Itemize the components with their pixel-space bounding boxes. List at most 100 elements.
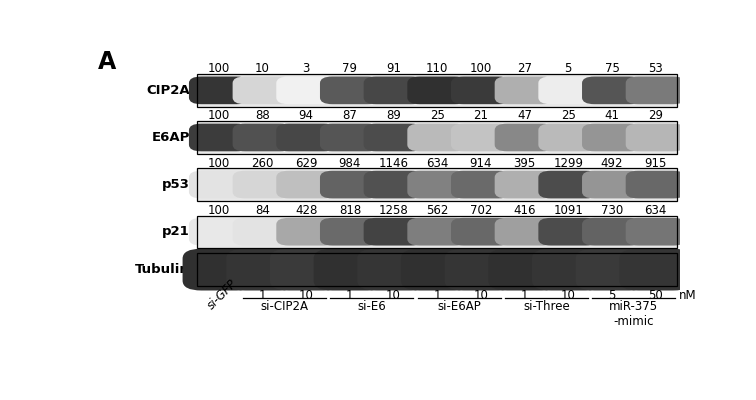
Text: 50: 50 [648,290,663,302]
Text: p53: p53 [162,178,190,191]
Text: 416: 416 [513,204,536,217]
Text: 10: 10 [255,62,270,75]
Text: 395: 395 [513,156,536,170]
FancyBboxPatch shape [401,249,473,290]
FancyBboxPatch shape [619,249,692,290]
Text: 41: 41 [605,110,619,122]
FancyBboxPatch shape [233,218,293,246]
FancyBboxPatch shape [494,76,555,104]
FancyBboxPatch shape [320,76,380,104]
FancyBboxPatch shape [233,76,293,104]
Text: 702: 702 [469,204,492,217]
FancyBboxPatch shape [451,218,511,246]
FancyBboxPatch shape [538,76,598,104]
Text: 91: 91 [386,62,401,75]
Text: 914: 914 [469,156,492,170]
Text: 1: 1 [433,290,441,302]
Text: 10: 10 [299,290,314,302]
FancyBboxPatch shape [626,218,686,246]
FancyBboxPatch shape [451,171,511,198]
FancyBboxPatch shape [575,249,648,290]
FancyBboxPatch shape [189,171,249,198]
Text: 100: 100 [208,110,230,122]
FancyBboxPatch shape [445,249,517,290]
FancyBboxPatch shape [197,74,677,106]
FancyBboxPatch shape [364,218,423,246]
FancyBboxPatch shape [582,76,642,104]
Text: 10: 10 [473,290,488,302]
FancyBboxPatch shape [364,124,423,151]
FancyBboxPatch shape [226,249,299,290]
FancyBboxPatch shape [626,76,686,104]
FancyBboxPatch shape [276,76,336,104]
FancyBboxPatch shape [276,218,336,246]
FancyBboxPatch shape [189,124,249,151]
Text: 1258: 1258 [379,204,408,217]
FancyBboxPatch shape [407,218,467,246]
Text: 492: 492 [601,156,623,170]
Text: 75: 75 [605,62,619,75]
Text: si-E6: si-E6 [358,300,386,313]
Text: si-GFP: si-GFP [205,278,240,312]
FancyBboxPatch shape [494,171,555,198]
Text: 5: 5 [565,62,572,75]
Text: 29: 29 [648,110,663,122]
FancyBboxPatch shape [488,249,561,290]
Text: 100: 100 [208,156,230,170]
FancyBboxPatch shape [582,218,642,246]
FancyBboxPatch shape [538,124,598,151]
Text: 100: 100 [208,62,230,75]
Text: 1: 1 [259,290,266,302]
Text: 25: 25 [430,110,445,122]
Text: 10: 10 [386,290,401,302]
FancyBboxPatch shape [276,171,336,198]
Text: 100: 100 [208,204,230,217]
FancyBboxPatch shape [358,249,430,290]
Text: 629: 629 [295,156,318,170]
Text: 915: 915 [644,156,667,170]
Text: 5: 5 [609,290,615,302]
FancyBboxPatch shape [189,218,249,246]
Text: miR-375
-mimic: miR-375 -mimic [609,300,658,328]
Text: 27: 27 [517,62,532,75]
FancyBboxPatch shape [532,249,605,290]
Text: 25: 25 [561,110,576,122]
FancyBboxPatch shape [197,121,677,154]
Text: E6AP: E6AP [152,131,190,144]
FancyBboxPatch shape [233,124,293,151]
Text: 1299: 1299 [553,156,584,170]
FancyBboxPatch shape [407,171,467,198]
FancyBboxPatch shape [451,124,511,151]
Text: 260: 260 [251,156,274,170]
Text: 1: 1 [521,290,528,302]
Text: 10: 10 [561,290,576,302]
Text: 730: 730 [601,204,623,217]
Text: Tubulin: Tubulin [135,263,190,276]
FancyBboxPatch shape [626,124,686,151]
Text: 3: 3 [302,62,310,75]
Text: 47: 47 [517,110,532,122]
Text: 100: 100 [469,62,492,75]
Text: 94: 94 [299,110,314,122]
FancyBboxPatch shape [233,171,293,198]
FancyBboxPatch shape [582,124,642,151]
Text: 88: 88 [256,110,270,122]
Text: 1: 1 [346,290,354,302]
Text: si-Three: si-Three [523,300,570,313]
Text: CIP2A: CIP2A [147,84,190,97]
Text: 21: 21 [473,110,488,122]
FancyBboxPatch shape [276,124,336,151]
FancyBboxPatch shape [320,124,380,151]
FancyBboxPatch shape [189,76,249,104]
FancyBboxPatch shape [364,76,423,104]
FancyBboxPatch shape [320,171,380,198]
Text: 84: 84 [255,204,270,217]
FancyBboxPatch shape [538,218,598,246]
Text: 89: 89 [386,110,401,122]
Text: 984: 984 [339,156,361,170]
Text: 110: 110 [426,62,448,75]
FancyBboxPatch shape [197,168,677,201]
FancyBboxPatch shape [197,216,677,248]
Text: si-CIP2A: si-CIP2A [260,300,308,313]
FancyBboxPatch shape [314,249,386,290]
